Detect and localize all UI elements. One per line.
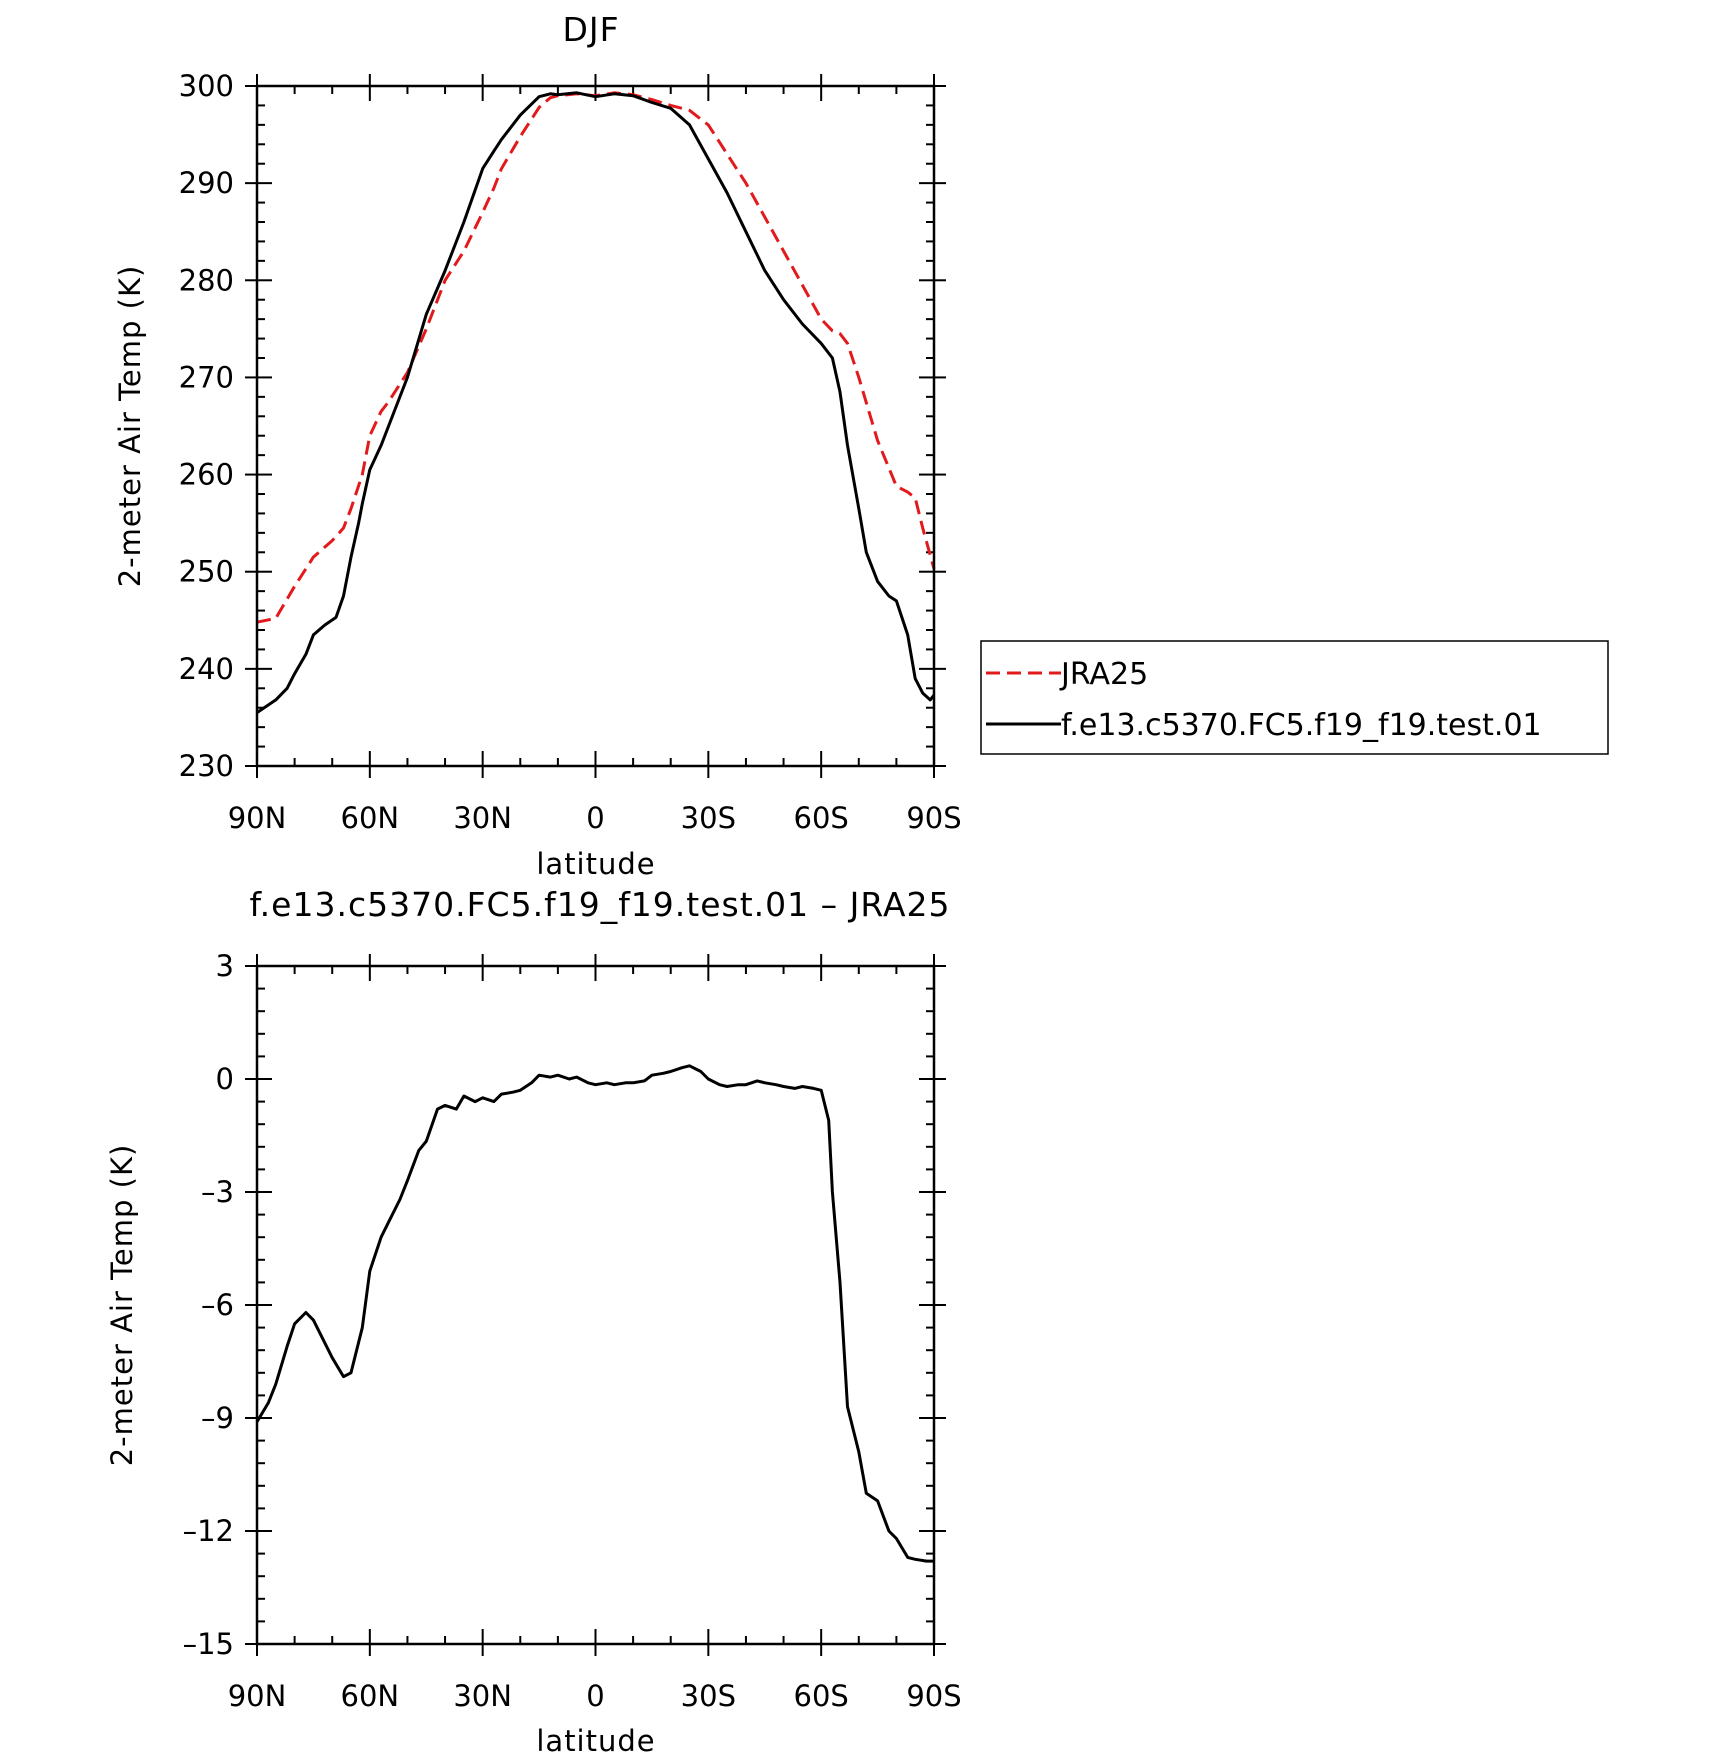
x-tick-label: 0 (586, 1679, 604, 1713)
tick-marks (245, 74, 946, 778)
y-axis-title: 2-meter Air Temp (K) (113, 265, 147, 588)
x-tick-label: 60N (341, 801, 400, 835)
x-tick-label: 90S (906, 801, 961, 835)
tick-marks (245, 954, 946, 1656)
x-tick-label: 30S (681, 801, 736, 835)
legend: JRA25 f.e13.c5370.FC5.f19_f19.test.01 (980, 640, 1609, 755)
y-tick-label: 250 (179, 555, 234, 589)
x-axis-title: latitude (536, 1724, 655, 1756)
y-tick-label: 230 (179, 749, 234, 783)
y-tick-label: 300 (179, 69, 234, 103)
series-lines (255, 1064, 934, 1563)
x-tick-label: 0 (586, 801, 604, 835)
y-tick-label: –6 (201, 1288, 234, 1322)
series-line (255, 1064, 934, 1563)
chart-title: f.e13.c5370.FC5.f19_f19.test.01 – JRA25 (249, 885, 950, 924)
legend-label-model: f.e13.c5370.FC5.f19_f19.test.01 (1061, 708, 1542, 743)
y-tick-label: –9 (201, 1401, 234, 1435)
x-tick-label: 90N (228, 1679, 287, 1713)
series-line-JRA25 (256, 91, 936, 624)
series-line-f.e13.c5370.FC5.f19_f19.test.01 (256, 91, 936, 714)
y-tick-label: –3 (201, 1175, 234, 1209)
plot-frame (255, 84, 936, 768)
x-tick-label: 90N (228, 801, 287, 835)
y-tick-labels: 230 240 250 260 270 280 290 300 (179, 69, 234, 783)
legend-box (980, 640, 1609, 755)
y-tick-labels: 3 0 –3 –6 –9 –12 –15 (183, 949, 234, 1661)
difference-panel: f.e13.c5370.FC5.f19_f19.test.01 – JRA25 … (105, 885, 962, 1756)
plot-frame (255, 964, 936, 1646)
x-tick-label: 90S (906, 1679, 961, 1713)
x-tick-label: 60S (794, 801, 849, 835)
series-lines (256, 91, 936, 714)
x-tick-label: 30N (453, 801, 512, 835)
x-tick-labels: 90N 60N 30N 0 30S 60S 90S (228, 801, 962, 835)
x-tick-label: 30N (453, 1679, 512, 1713)
x-tick-label: 60N (341, 1679, 400, 1713)
x-tick-label: 60S (794, 1679, 849, 1713)
y-tick-label: 260 (179, 458, 234, 492)
y-tick-label: 290 (179, 166, 234, 200)
legend-label-jra25: JRA25 (1059, 657, 1148, 692)
y-tick-label: 270 (179, 360, 234, 394)
x-axis-title: latitude (536, 847, 655, 881)
y-tick-label: 240 (179, 652, 234, 686)
y-tick-label: 3 (216, 949, 234, 983)
x-tick-label: 30S (681, 1679, 736, 1713)
x-tick-labels: 90N 60N 30N 0 30S 60S 90S (228, 1679, 962, 1713)
temperature-panel: DJF 90N 60N 30N 0 30S 60S 90S 2302402502602702… (113, 10, 962, 881)
y-tick-label: –15 (183, 1627, 234, 1661)
y-axis-title: 2-meter Air Temp (K) (105, 1144, 139, 1467)
y-tick-label: 280 (179, 263, 234, 297)
y-tick-label: 0 (216, 1062, 234, 1096)
chart-title: DJF (562, 10, 619, 49)
y-tick-label: –12 (183, 1514, 234, 1548)
